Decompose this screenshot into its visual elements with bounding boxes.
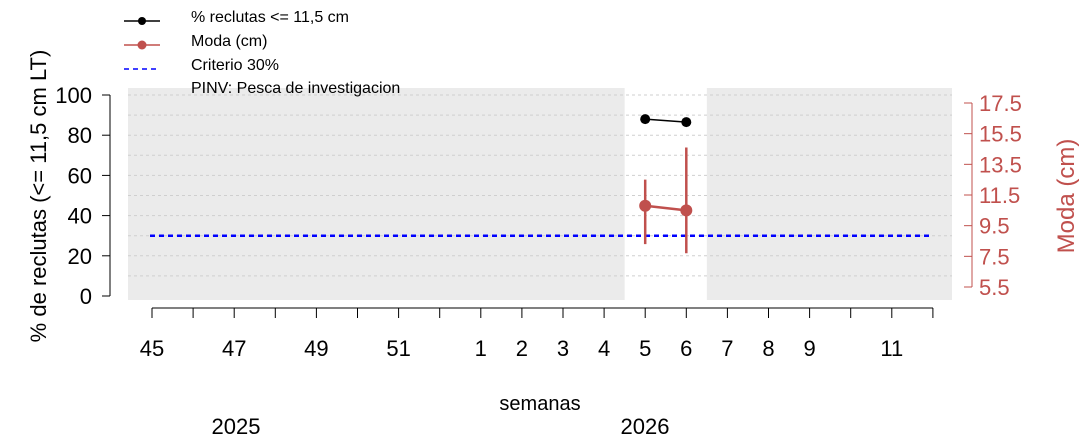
x-tick-label: 3 [557,336,569,361]
legend-label-reclutas: % reclutas <= 11,5 cm [191,9,349,26]
y-tick-label: 60 [68,163,92,188]
legend-label-moda: Moda (cm) [191,33,267,50]
legend-item-reclutas: % reclutas <= 11,5 cm [124,9,349,26]
x-tick-label: 9 [803,336,815,361]
y-tick-label: 20 [68,244,92,269]
data-point [681,117,692,128]
x-tick-label: 4 [598,336,610,361]
data-point [639,199,652,212]
data-point [680,204,693,217]
y2-tick-label: 17.5 [979,91,1022,116]
series-line [645,118,687,123]
y2-axis-label: Moda (cm) [1053,139,1080,254]
x-tick-label: 1 [475,336,487,361]
y-tick-label: 40 [68,204,92,229]
legend-item-criterio: Criterio 30% [124,57,279,74]
legend-item-pinv: PINV: Pesca de investigacion [191,80,400,97]
x-tick-label: 49 [304,336,328,361]
y2-tick-label: 7.5 [979,244,1010,269]
y-tick-label: 0 [80,284,92,309]
x-tick-label: 8 [762,336,774,361]
x-axis: 45 47 49 51 1 2 3 4 5 6 7 8 9 11 [140,307,934,361]
grid [128,94,952,277]
year-label-2026: 2026 [621,414,670,439]
y-axis-right: 5.5 7.5 9.5 11.5 13.5 15.5 17.5 [964,91,1022,300]
x-tick-label: 2 [516,336,528,361]
x-tick-label: 45 [140,336,164,361]
series-moda [639,147,693,254]
x-tick-label: 51 [386,336,410,361]
y-tick-label: 80 [68,123,92,148]
legend: % reclutas <= 11,5 cm Moda (cm) Criterio… [124,9,400,97]
y-tick-label: 100 [55,83,92,108]
y2-tick-label: 15.5 [979,122,1022,147]
y2-tick-label: 13.5 [979,152,1022,177]
x-tick-label: 6 [680,336,692,361]
data-point [640,114,651,125]
x-tick-label: 5 [639,336,651,361]
series-reclutas [640,114,692,128]
y-axis-label: % de reclutas (<= 11,5 cm LT) [26,50,51,343]
x-axis-label: semanas [499,393,580,415]
y2-tick-label: 9.5 [979,214,1010,239]
series-layer [639,114,693,254]
y2-tick-label: 5.5 [979,275,1010,300]
legend-label-pinv: PINV: Pesca de investigacion [191,80,400,97]
legend-item-moda: Moda (cm) [124,33,267,50]
x-tick-label: 11 [880,336,903,361]
shaded-period-0 [128,88,625,300]
x-tick-label: 47 [222,336,246,361]
year-label-2025: 2025 [212,414,261,439]
series-line [645,204,687,212]
y2-tick-label: 11.5 [979,183,1020,208]
legend-label-criterio: Criterio 30% [191,57,279,74]
plot-background [128,88,952,300]
shaded-period-1 [706,88,952,300]
x-tick-label: 7 [721,336,733,361]
y-axis-left: 0 20 40 60 80 100 [55,83,111,309]
